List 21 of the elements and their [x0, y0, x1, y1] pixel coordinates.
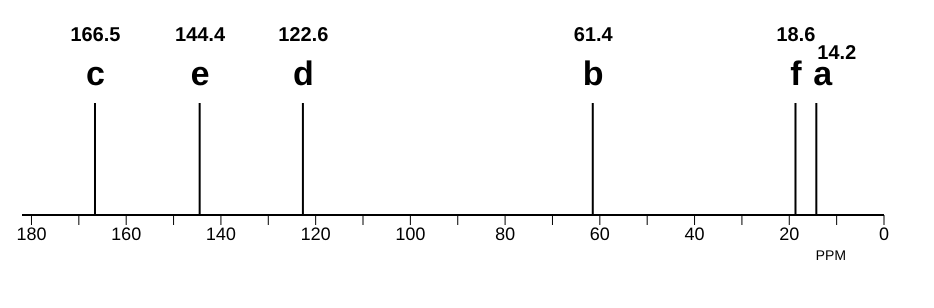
- x-tick-label: 120: [300, 224, 331, 244]
- annotation: f: [790, 55, 802, 93]
- x-tick-label: 0: [878, 224, 890, 244]
- annotation: e: [190, 55, 210, 93]
- x-tick-label: 100: [395, 224, 426, 244]
- x-tick-label: 160: [111, 224, 142, 244]
- x-axis-title: PPM: [816, 247, 846, 263]
- annotation: 61.4: [574, 24, 614, 46]
- annotation: 122.6: [278, 24, 328, 46]
- x-tick-label: 40: [684, 224, 705, 244]
- annotation: 144.4: [175, 24, 226, 46]
- annotation: b: [582, 55, 604, 93]
- x-tick-label: 80: [495, 224, 516, 244]
- x-tick-label: 140: [206, 224, 236, 244]
- annotation: c: [86, 55, 105, 93]
- x-tick-label: 60: [590, 224, 610, 244]
- x-tick-label: 180: [16, 224, 46, 244]
- annotation: 18.6: [776, 24, 816, 46]
- x-tick-label: 20: [779, 224, 800, 244]
- annotation: 166.5: [70, 24, 120, 46]
- annotation: d: [292, 55, 314, 93]
